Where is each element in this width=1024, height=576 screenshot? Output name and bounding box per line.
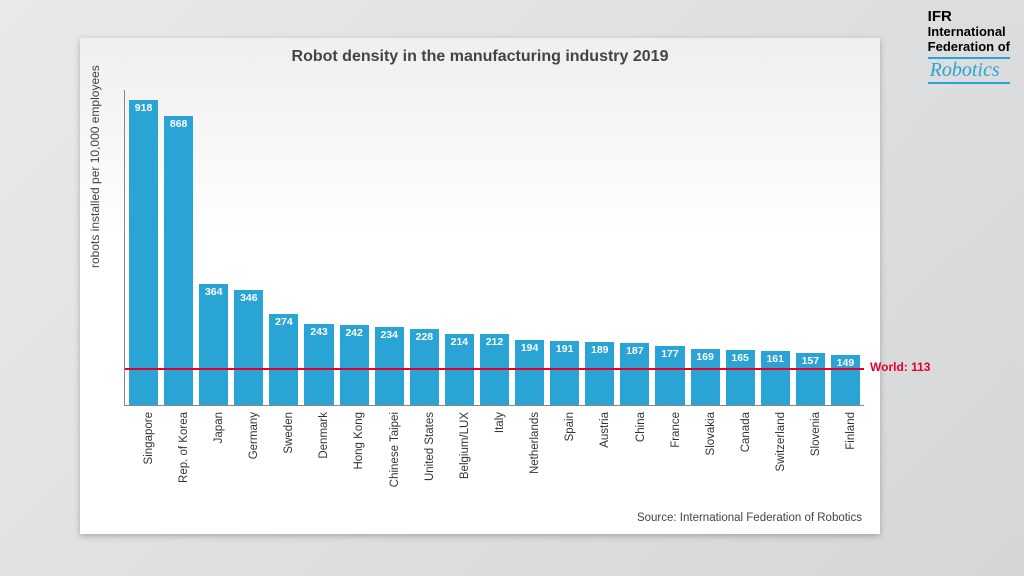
bar: 169	[691, 349, 720, 405]
x-label: Japan	[198, 406, 227, 516]
bar-value-label: 212	[480, 336, 509, 348]
bar: 161	[761, 351, 790, 405]
bar-rect: 149	[831, 355, 860, 405]
ifr-logo: IFR International Federation of Robotics	[928, 8, 1010, 84]
x-axis-labels: SingaporeRep. of KoreaJapanGermanySweden…	[124, 406, 864, 516]
bar-value-label: 161	[761, 353, 790, 365]
bar: 228	[410, 329, 439, 405]
x-label: Switzerland	[761, 406, 790, 516]
world-average-line	[125, 368, 864, 370]
bar-rect: 194	[515, 340, 544, 405]
bar-rect: 157	[796, 353, 825, 405]
bar-value-label: 214	[445, 336, 474, 348]
x-label: Chinese Taipei	[374, 406, 403, 516]
bar-rect: 918	[129, 100, 158, 405]
bar-value-label: 346	[234, 292, 263, 304]
bar: 274	[269, 314, 298, 405]
bar-value-label: 165	[726, 352, 755, 364]
bar: 191	[550, 341, 579, 405]
world-average-label: World: 113	[870, 360, 930, 374]
x-label: Germany	[233, 406, 262, 516]
x-label: Hong Kong	[339, 406, 368, 516]
chart-title: Robot density in the manufacturing indus…	[80, 48, 880, 66]
bar-value-label: 157	[796, 355, 825, 367]
logo-line-1: International	[928, 25, 1010, 40]
logo-robotics: Robotics	[928, 57, 1010, 84]
bar-rect: 161	[761, 351, 790, 405]
bar: 234	[375, 327, 404, 405]
bar: 189	[585, 342, 614, 405]
bar: 364	[199, 284, 228, 405]
bar-rect: 346	[234, 290, 263, 405]
bar: 346	[234, 290, 263, 405]
bar-rect: 868	[164, 116, 193, 405]
bar-rect: 191	[550, 341, 579, 405]
x-label: Slovenia	[796, 406, 825, 516]
bar-rect: 177	[655, 346, 684, 405]
x-label: United States	[409, 406, 438, 516]
chart-card: Robot density in the manufacturing indus…	[80, 38, 880, 534]
bar-value-label: 234	[375, 329, 404, 341]
plot-area: 918 868 364 346 274 243 242 234 228 214 212 194 191 1…	[124, 90, 864, 406]
bar-value-label: 228	[410, 331, 439, 343]
bar-value-label: 274	[269, 316, 298, 328]
x-label: Denmark	[304, 406, 333, 516]
bar-rect: 228	[410, 329, 439, 405]
bar-value-label: 177	[655, 348, 684, 360]
bar: 165	[726, 350, 755, 405]
x-label: Belgium/LUX	[444, 406, 473, 516]
bar: 918	[129, 100, 158, 405]
x-label: Spain	[550, 406, 579, 516]
logo-abbrev: IFR	[928, 8, 1010, 25]
x-label: Slovakia	[690, 406, 719, 516]
bar-value-label: 364	[199, 286, 228, 298]
bar: 242	[340, 325, 369, 405]
x-label: Finland	[831, 406, 860, 516]
bar: 243	[304, 324, 333, 405]
bar-rect: 242	[340, 325, 369, 405]
x-label: Rep. of Korea	[163, 406, 192, 516]
bar-rect: 234	[375, 327, 404, 405]
bar: 194	[515, 340, 544, 405]
bar-rect: 165	[726, 350, 755, 405]
bar: 177	[655, 346, 684, 405]
bar: 149	[831, 355, 860, 405]
bar-value-label: 191	[550, 343, 579, 355]
bars-container: 918 868 364 346 274 243 242 234 228 214 212 194 191 1…	[125, 90, 864, 405]
bar-value-label: 187	[620, 345, 649, 357]
y-axis-label: robots installed per 10,000 employees	[88, 65, 102, 268]
x-label: Austria	[585, 406, 614, 516]
bar-value-label: 918	[129, 102, 158, 114]
bar-rect: 243	[304, 324, 333, 405]
bar: 187	[620, 343, 649, 405]
bar-rect: 189	[585, 342, 614, 405]
x-label: Singapore	[128, 406, 157, 516]
bar-value-label: 169	[691, 351, 720, 363]
bar-rect: 187	[620, 343, 649, 405]
bar-rect: 364	[199, 284, 228, 405]
x-label: Sweden	[269, 406, 298, 516]
bar-value-label: 194	[515, 342, 544, 354]
logo-line-2: Federation of	[928, 40, 1010, 55]
bar: 157	[796, 353, 825, 405]
bar-rect: 169	[691, 349, 720, 405]
x-label: France	[655, 406, 684, 516]
x-label: China	[620, 406, 649, 516]
source-text: Source: International Federation of Robo…	[637, 512, 862, 524]
x-label: Netherlands	[515, 406, 544, 516]
x-label: Italy	[479, 406, 508, 516]
bar: 868	[164, 116, 193, 405]
bar-value-label: 242	[340, 327, 369, 339]
bar-value-label: 189	[585, 344, 614, 356]
bar-value-label: 243	[304, 326, 333, 338]
bar-value-label: 868	[164, 118, 193, 130]
bar-rect: 274	[269, 314, 298, 405]
x-label: Canada	[725, 406, 754, 516]
